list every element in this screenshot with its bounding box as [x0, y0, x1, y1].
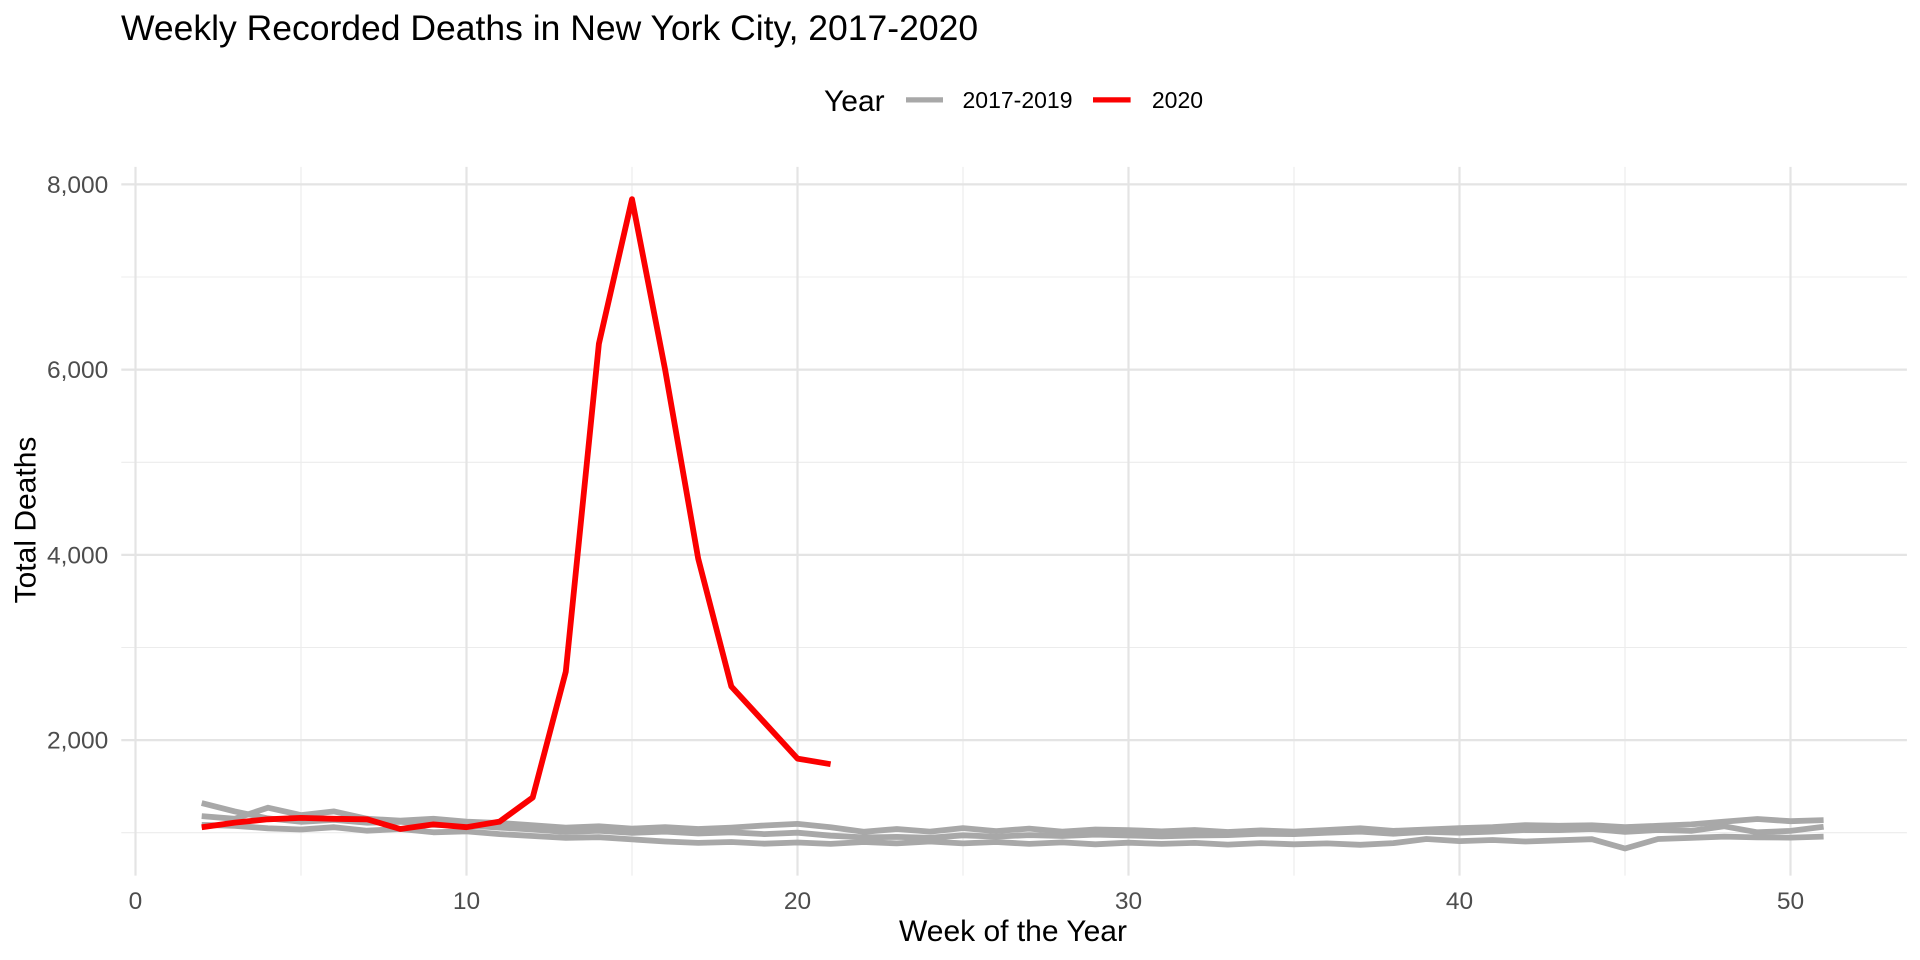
svg-text:2,000: 2,000	[47, 728, 108, 755]
svg-text:50: 50	[1777, 888, 1804, 915]
svg-text:8,000: 8,000	[47, 172, 108, 199]
svg-text:Total Deaths: Total Deaths	[10, 437, 43, 604]
svg-text:Week of the Year: Week of the Year	[899, 915, 1127, 948]
svg-text:30: 30	[1115, 888, 1142, 915]
svg-text:0: 0	[129, 888, 143, 915]
svg-text:4,000: 4,000	[47, 543, 108, 570]
svg-text:2020: 2020	[1152, 87, 1203, 113]
svg-text:Weekly Recorded Deaths in New: Weekly Recorded Deaths in New York City,…	[121, 8, 978, 48]
svg-text:20: 20	[784, 888, 811, 915]
svg-text:2017-2019: 2017-2019	[963, 87, 1073, 113]
svg-text:Year: Year	[824, 85, 885, 118]
svg-text:10: 10	[453, 888, 480, 915]
svg-text:40: 40	[1446, 888, 1473, 915]
svg-text:6,000: 6,000	[47, 357, 108, 384]
